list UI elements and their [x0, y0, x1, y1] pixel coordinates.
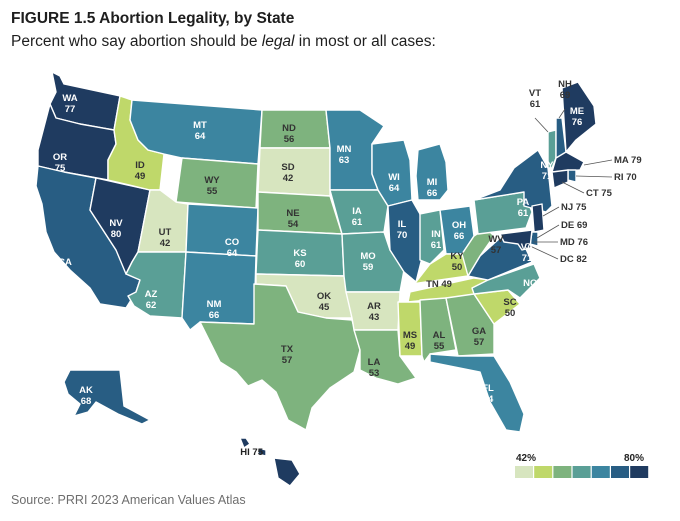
- state-fl: [429, 353, 525, 433]
- state-label-nh: NH 69: [558, 79, 572, 101]
- state-label-nd: ND 56: [282, 123, 296, 145]
- state-labels: WA 77 OR 75 CA 69 NV 80 ID 49 MT 64 WY 55 UT 42 AZ 62 CO 64…: [53, 79, 642, 458]
- legend-swatch: [591, 466, 610, 478]
- state-nj: [531, 203, 545, 233]
- color-legend: 42% 80%: [515, 453, 649, 478]
- legend-swatch: [515, 466, 533, 478]
- state-co: [185, 203, 259, 257]
- subtitle-text-1: Percent who say abortion should be: [11, 33, 262, 50]
- state-label-ok: OK 45: [317, 291, 331, 313]
- state-label-wi: WI 64: [388, 172, 400, 194]
- state-label-co: CO 64: [225, 237, 239, 259]
- state-label-de: DE 69: [561, 220, 587, 231]
- state-ga: [445, 293, 495, 357]
- leader-line-ri: [575, 175, 613, 178]
- state-label-sc: SC 50: [503, 297, 516, 319]
- state-label-md: MD 76: [560, 237, 588, 248]
- state-label-mi: MI 66: [427, 177, 438, 199]
- state-label-sd: SD 42: [281, 162, 294, 184]
- state-label-ut: UT 42: [159, 227, 172, 249]
- state-in: [419, 209, 445, 265]
- state-label-pa: PA 61: [517, 197, 530, 219]
- state-label-mt: MT 64: [193, 120, 207, 142]
- state-label-az: AZ 62: [145, 289, 158, 311]
- state-label-oh: OH 66: [452, 220, 466, 242]
- state-label-vt: VT 61: [529, 88, 541, 110]
- state-label-tn: TN 49: [426, 279, 452, 290]
- leader-line-nj: [542, 206, 560, 217]
- state-label-ne: NE 54: [286, 208, 299, 230]
- subtitle-emphasis: legal: [261, 33, 295, 50]
- legend-swatch: [630, 466, 649, 478]
- state-label-ia: IA 61: [352, 206, 363, 228]
- state-label-mo: MO 59: [360, 251, 375, 273]
- state-tx: [199, 283, 361, 431]
- state-label-wa: WA 77: [62, 93, 77, 115]
- state-il: [387, 199, 425, 283]
- state-shapes: [35, 71, 597, 487]
- legend-swatch: [611, 466, 629, 478]
- leader-line-ma: [583, 159, 613, 166]
- legend-min-label: 42%: [516, 453, 536, 464]
- state-label-tx: TX 57: [281, 344, 294, 366]
- state-label-id: ID 49: [135, 160, 146, 182]
- figure-subtitle: Percent who say abortion should be legal…: [11, 33, 436, 51]
- state-hi: [239, 437, 301, 487]
- state-ny: [473, 149, 553, 213]
- state-label-ca: CA 69: [58, 257, 72, 279]
- state-md: [499, 229, 533, 251]
- state-label-dc: DC 82: [560, 254, 587, 265]
- state-wv: [461, 227, 495, 277]
- legend-swatch: [534, 466, 553, 478]
- leader-line-de: [536, 224, 560, 239]
- state-label-va: VA 71: [521, 242, 534, 264]
- state-label-me: ME 76: [570, 106, 584, 128]
- state-label-ga: GA 57: [472, 326, 486, 348]
- source-note: Source: PRRI 2023 American Values Atlas: [11, 493, 246, 507]
- state-nc: [471, 263, 541, 299]
- state-ct: [551, 169, 569, 189]
- leader-line-dc: [529, 245, 559, 260]
- state-ri: [567, 169, 577, 183]
- state-label-ks: KS 60: [293, 248, 306, 270]
- state-ak: [63, 369, 151, 425]
- state-label-la: LA 53: [368, 357, 381, 379]
- state-label-ky: KY 50: [450, 251, 464, 273]
- state-ne: [257, 191, 343, 235]
- figure-title: FIGURE 1.5 Abortion Legality, by State: [11, 10, 295, 27]
- leader-line-vt: [534, 117, 549, 133]
- state-label-wv: WV 57: [488, 234, 504, 256]
- state-ia: [329, 189, 389, 235]
- legend-max-label: 80%: [624, 453, 644, 464]
- legend-swatch: [572, 466, 591, 478]
- state-label-il: IL 70: [397, 219, 408, 241]
- subtitle-text-2: in most or all cases:: [294, 33, 436, 50]
- label-leader-lines: [529, 108, 613, 260]
- state-label-wy: WY 55: [204, 175, 220, 197]
- state-label-in: IN 61: [431, 229, 442, 251]
- state-label-hi: HI 75: [240, 447, 263, 458]
- state-label-or: OR 75: [53, 152, 67, 174]
- state-label-al: AL 55: [433, 330, 446, 352]
- state-label-nm: NM 66: [207, 299, 222, 321]
- state-label-ct: CT 75: [586, 188, 613, 199]
- state-label-mn: MN 63: [337, 144, 352, 166]
- state-mo: [341, 231, 405, 293]
- state-label-nv: NV 80: [109, 218, 123, 240]
- leader-line-nh: [558, 108, 566, 119]
- state-mi: [415, 143, 449, 201]
- state-label-fl: FL 64: [482, 383, 494, 405]
- state-label-nj: NJ 75: [561, 202, 587, 213]
- state-label-nc: NC 62: [523, 278, 537, 300]
- leader-line-ct: [561, 181, 585, 194]
- state-label-ar: AR 43: [367, 301, 381, 323]
- state-label-ms: MS 49: [403, 330, 417, 352]
- state-label-ma: MA 79: [614, 155, 642, 166]
- legend-swatch: [553, 466, 572, 478]
- state-label-ak: AK 68: [79, 385, 93, 407]
- state-ma: [551, 151, 585, 173]
- state-label-ri: RI 70: [614, 172, 637, 183]
- state-label-ny: NY 71: [540, 160, 554, 182]
